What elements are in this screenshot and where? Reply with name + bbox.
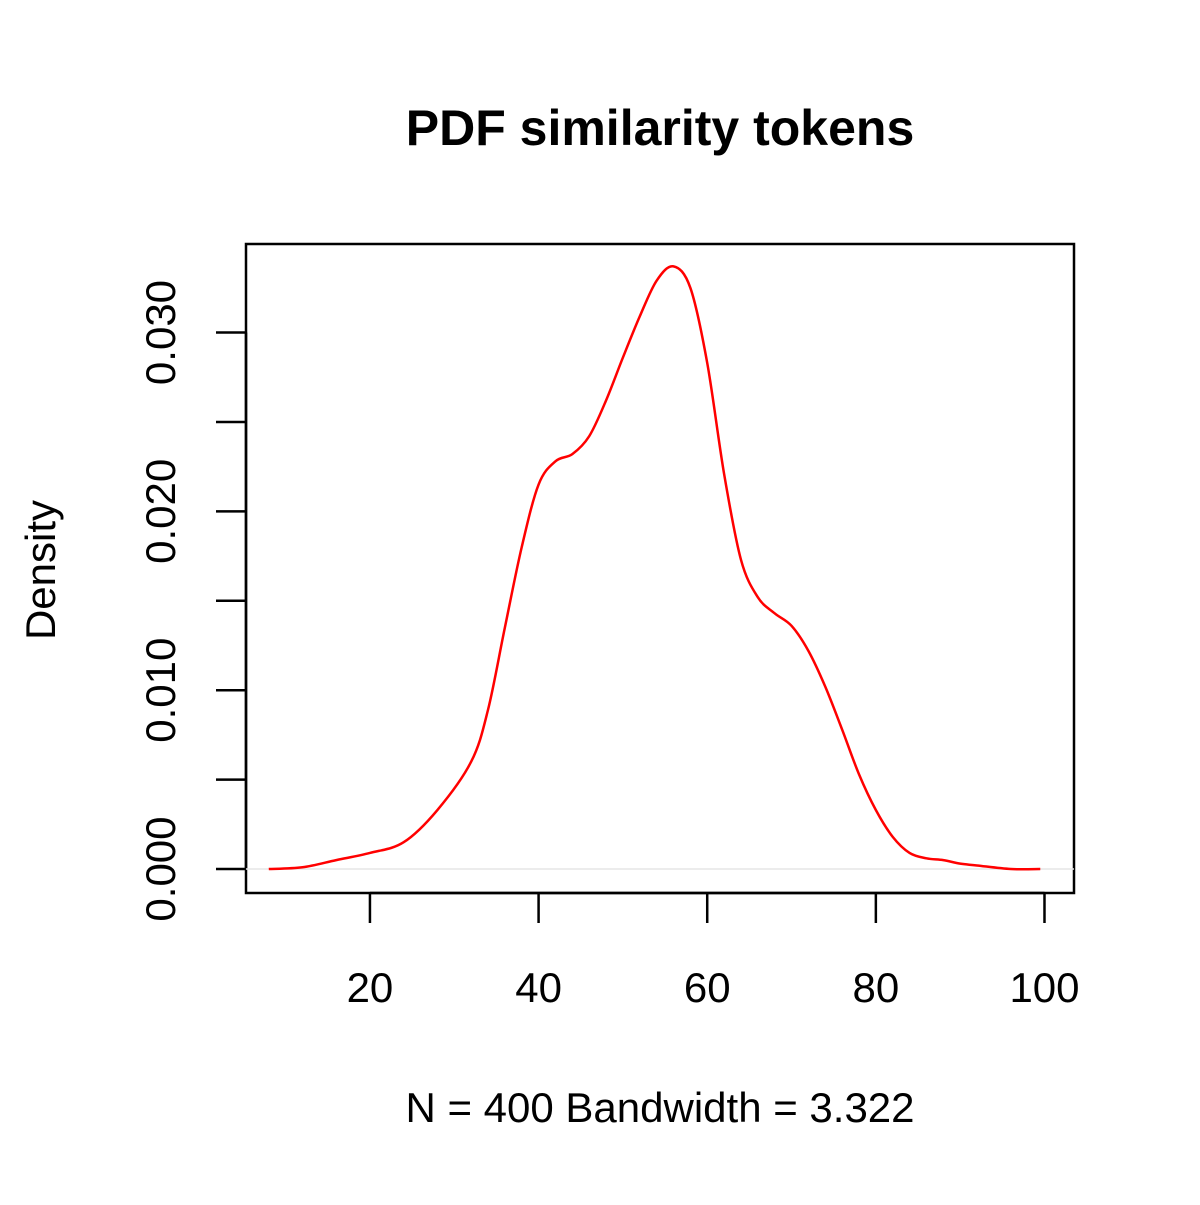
x-tick-label: 80 [852,964,899,1011]
density-curve [268,265,1041,871]
y-tick-label: 0.030 [137,280,184,385]
y-tick-label: 0.000 [137,816,184,921]
x-tick-label: 40 [515,964,562,1011]
x-axis: 20 40 60 80 100 [347,891,1080,1011]
x-tick-label: 60 [684,964,731,1011]
x-tick-label: 100 [1009,964,1079,1011]
y-axis-label: Density [17,500,64,640]
plot-frame [244,242,1076,895]
y-axis: 0.000 0.010 0.020 0.030 [137,280,248,922]
chart-title: PDF similarity tokens [406,100,915,156]
x-tick-label: 20 [347,964,394,1011]
x-axis-label: N = 400 Bandwidth = 3.322 [405,1084,914,1131]
y-tick-label: 0.020 [137,459,184,564]
y-tick-label: 0.010 [137,638,184,743]
plot-area [246,265,1074,871]
